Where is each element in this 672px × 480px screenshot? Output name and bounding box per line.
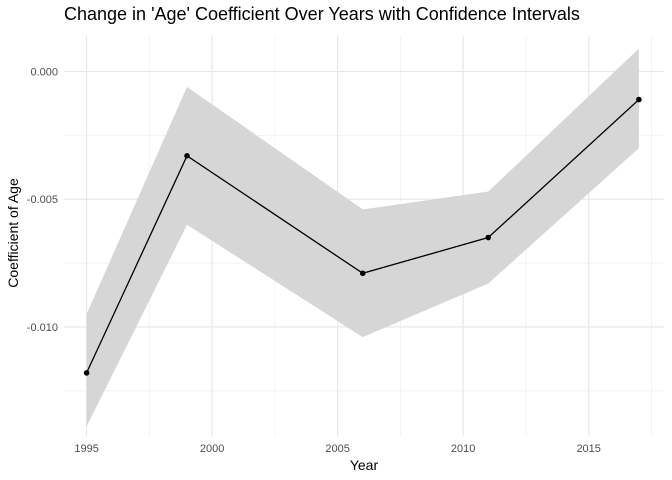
data-point <box>485 234 492 241</box>
y-tick-label: 0.000 <box>30 67 58 79</box>
data-point <box>184 152 190 159</box>
data-point <box>636 96 642 103</box>
y-tick-label: -0.005 <box>27 194 58 206</box>
y-axis-title: Coefficient of Age <box>5 178 21 288</box>
chart-title: Change in 'Age' Coefficient Over Years w… <box>64 4 580 24</box>
y-tick-label: -0.010 <box>27 322 58 334</box>
x-tick-label: 2010 <box>451 443 475 455</box>
x-tick-label: 2005 <box>325 443 349 455</box>
x-tick-label: 2015 <box>576 443 600 455</box>
x-tick-labels: 1995 2000 2005 2010 2015 <box>74 443 601 455</box>
x-axis-title: Year <box>350 457 379 473</box>
y-tick-labels: 0.000 -0.005 -0.010 <box>27 67 58 334</box>
confidence-band <box>86 48 639 427</box>
x-tick-label: 1995 <box>74 443 98 455</box>
data-points <box>83 96 642 376</box>
confidence-bands <box>86 48 639 427</box>
x-tick-label: 2000 <box>200 443 224 455</box>
data-point <box>83 370 90 376</box>
data-point <box>359 270 366 277</box>
